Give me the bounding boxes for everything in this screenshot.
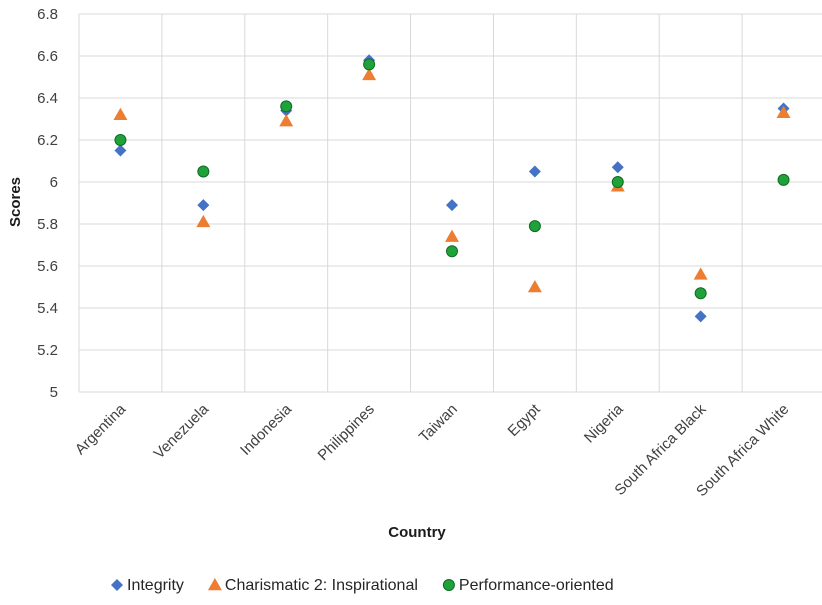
series-triangle — [113, 67, 791, 293]
data-point — [527, 280, 542, 293]
y-tick-label: 5.8 — [37, 216, 58, 233]
data-point — [362, 67, 377, 81]
legend-marker — [207, 578, 222, 591]
data-point — [446, 199, 458, 212]
gridlines — [78, 13, 822, 393]
data-points — [113, 54, 791, 323]
legend-item: Charismatic 2: Inspirational — [207, 577, 418, 594]
y-tick-label: 6.6 — [37, 48, 58, 65]
data-point — [446, 245, 458, 258]
data-point — [611, 176, 624, 188]
data-point — [777, 173, 790, 186]
data-point — [776, 105, 791, 118]
y-tick-label: 6 — [50, 174, 58, 191]
y-tick-label: 6.4 — [37, 90, 58, 107]
legend: Integrity Charismatic 2: Inspirational Per… — [111, 577, 614, 594]
data-point — [694, 310, 707, 323]
x-tick-label: South Africa Black — [611, 400, 709, 498]
data-point — [611, 161, 624, 174]
data-point — [197, 165, 210, 178]
data-point — [197, 199, 210, 212]
legend-label: Integrity — [127, 577, 184, 594]
x-axis-title: Country — [388, 524, 446, 541]
data-point — [445, 229, 459, 242]
legend-item: Integrity — [111, 577, 184, 594]
x-tick-label: Taiwan — [416, 401, 461, 446]
data-point — [693, 267, 708, 280]
x-tick-label: South Africa White — [693, 401, 792, 500]
legend-label: Charismatic 2: Inspirational — [225, 577, 418, 594]
y-axis-title: Scores — [7, 177, 24, 227]
x-tick-label: Venezuela — [151, 400, 213, 462]
y-tick-label: 5 — [50, 384, 58, 401]
legend-item: Performance-oriented — [442, 577, 614, 594]
y-axis-ticks: 5 5.2 5.4 5.6 5.8 6 6.2 6.4 6.6 6.8 — [37, 6, 58, 401]
data-point — [279, 114, 294, 127]
series-diamond — [114, 54, 790, 323]
y-tick-label: 6.2 — [37, 132, 58, 149]
x-tick-label: Indonesia — [237, 400, 295, 458]
data-point — [694, 287, 707, 300]
data-point — [114, 134, 127, 146]
y-tick-label: 5.2 — [37, 342, 58, 359]
data-point — [528, 165, 541, 178]
x-axis-ticks: Argentina Venezuela Indonesia Philippines Ta… — [72, 400, 793, 500]
data-point — [363, 58, 376, 71]
x-tick-label: Egypt — [505, 400, 545, 440]
legend-label: Performance-oriented — [459, 577, 614, 594]
data-point — [114, 144, 127, 157]
y-tick-label: 5.4 — [37, 300, 58, 317]
y-tick-label: 5.6 — [37, 258, 58, 275]
series-circle — [114, 58, 790, 300]
data-point — [196, 214, 211, 228]
legend-marker — [442, 579, 455, 591]
y-tick-label: 6.8 — [37, 6, 58, 23]
data-point — [280, 100, 293, 113]
x-tick-label: Nigeria — [581, 400, 627, 446]
x-tick-label: Argentina — [72, 400, 130, 458]
x-tick-label: Philippines — [315, 401, 378, 464]
legend-marker — [111, 579, 123, 591]
data-point — [528, 220, 541, 233]
data-point — [113, 107, 128, 121]
